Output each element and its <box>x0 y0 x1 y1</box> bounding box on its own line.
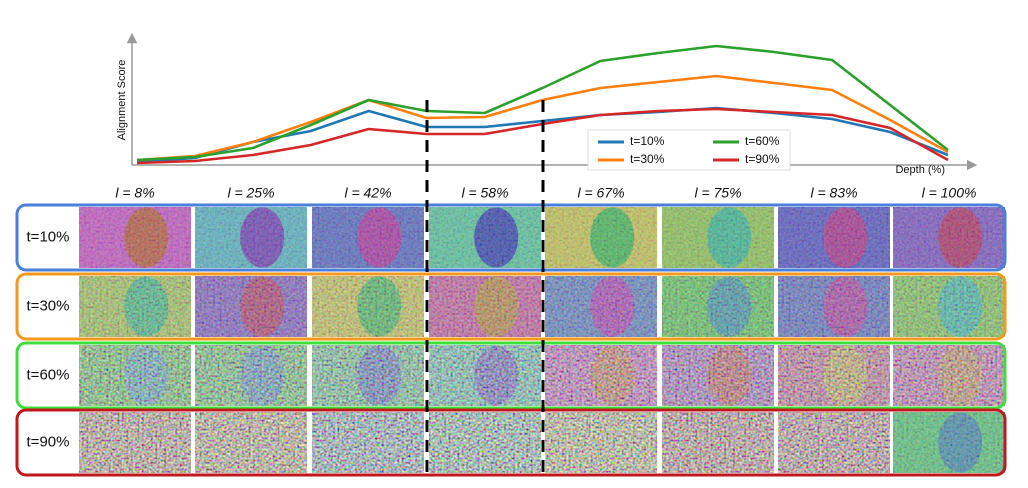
image-noise <box>893 207 1005 268</box>
image-noise <box>545 276 657 337</box>
image-noise <box>195 276 307 337</box>
row-label-bg <box>19 206 77 269</box>
row-label-bg <box>19 344 77 407</box>
column-label: l = 8% <box>115 185 154 201</box>
image-noise <box>893 412 1005 473</box>
image-noise <box>195 412 307 473</box>
column-label: l = 25% <box>227 185 274 201</box>
column-label: l = 42% <box>344 185 391 201</box>
row-label: t=60% <box>27 366 70 383</box>
image-noise <box>312 412 424 473</box>
row-box <box>15 272 1007 341</box>
row-label: t=30% <box>27 297 70 314</box>
row-label: t=90% <box>27 433 70 450</box>
image-noise <box>893 345 1005 406</box>
image-noise <box>778 276 890 337</box>
image-noise <box>662 412 774 473</box>
image-noise <box>312 207 424 268</box>
image-noise <box>79 412 191 473</box>
y-axis-label: Alignment Score <box>116 60 128 141</box>
row-box <box>15 408 1007 477</box>
image-noise <box>79 207 191 268</box>
image-noise <box>893 276 1005 337</box>
row-label-bg <box>19 411 77 474</box>
image-noise <box>312 276 424 337</box>
image-noise <box>429 345 541 406</box>
image-noise <box>662 345 774 406</box>
legend-label: t=10% <box>630 134 665 148</box>
column-label: l = 67% <box>577 185 624 201</box>
image-noise <box>195 345 307 406</box>
row-label: t=10% <box>27 228 70 245</box>
image-noise <box>545 345 657 406</box>
image-noise <box>662 276 774 337</box>
image-noise <box>79 345 191 406</box>
row-box <box>15 341 1007 410</box>
legend-box <box>587 129 791 171</box>
image-noise <box>429 412 541 473</box>
series-line <box>136 44 949 162</box>
column-label: l = 83% <box>810 185 857 201</box>
image-noise <box>662 207 774 268</box>
row-box <box>15 203 1007 272</box>
row-label-bg <box>19 275 77 338</box>
column-label: l = 75% <box>694 185 741 201</box>
image-noise <box>79 276 191 337</box>
image-noise <box>545 207 657 268</box>
column-label: l = 58% <box>461 185 508 201</box>
image-noise <box>778 207 890 268</box>
image-noise <box>545 412 657 473</box>
image-noise <box>429 207 541 268</box>
image-noise <box>429 276 541 337</box>
legend-label: t=90% <box>745 152 780 166</box>
image-grid: l = 8% l = 25% l = 42% l = 58% l = 67% l = 75… <box>15 185 1007 477</box>
image-noise <box>195 207 307 268</box>
x-axis-label: Depth (%) <box>895 164 945 176</box>
image-noise <box>312 345 424 406</box>
image-noise <box>778 412 890 473</box>
legend-label: t=30% <box>630 152 665 166</box>
image-noise <box>778 345 890 406</box>
column-label: l = 100% <box>922 185 977 201</box>
legend-label: t=60% <box>745 134 780 148</box>
